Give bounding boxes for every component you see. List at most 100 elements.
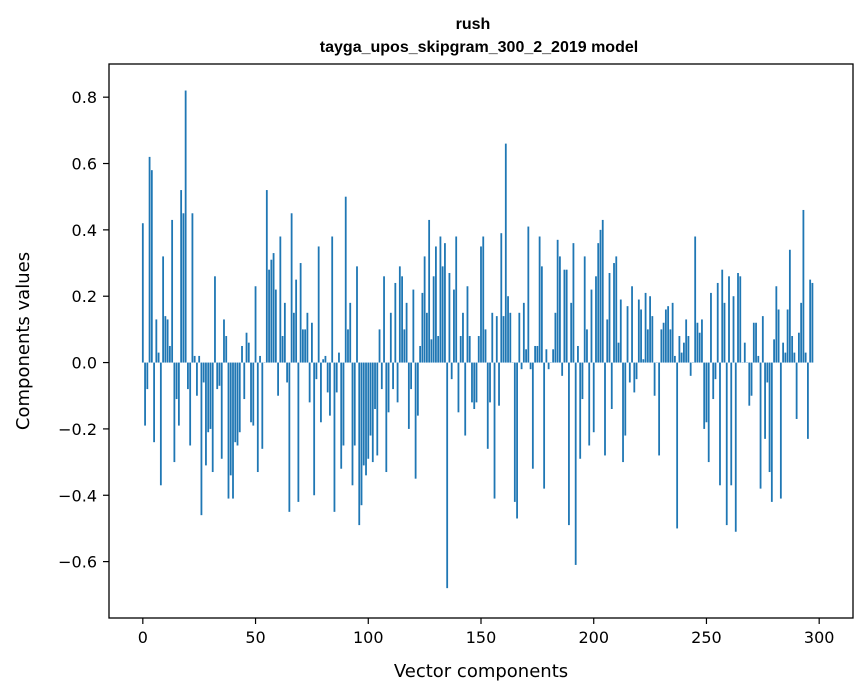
bar bbox=[673, 355, 676, 363]
bar bbox=[153, 362, 155, 443]
bar bbox=[383, 276, 385, 363]
bar bbox=[574, 362, 577, 565]
bar bbox=[619, 299, 622, 363]
bar bbox=[509, 312, 512, 363]
bar bbox=[579, 362, 582, 459]
y-tick-label: 0.8 bbox=[72, 88, 97, 107]
bar bbox=[646, 329, 649, 363]
bar bbox=[604, 362, 606, 456]
bar bbox=[477, 336, 480, 363]
x-tick-label: 0 bbox=[138, 628, 148, 647]
bar bbox=[631, 286, 633, 363]
bar bbox=[667, 306, 670, 363]
bar bbox=[712, 362, 715, 400]
bar bbox=[696, 322, 699, 363]
bar bbox=[225, 336, 228, 363]
x-axis-label: Vector components bbox=[394, 661, 568, 682]
bar bbox=[782, 342, 785, 363]
bar bbox=[671, 302, 674, 363]
bar bbox=[464, 362, 467, 436]
bar bbox=[793, 352, 796, 363]
bar bbox=[502, 316, 505, 363]
bar bbox=[770, 362, 773, 502]
bar bbox=[759, 362, 762, 489]
bar bbox=[457, 362, 460, 413]
bar bbox=[685, 319, 688, 363]
bar bbox=[664, 309, 667, 363]
bar bbox=[410, 362, 413, 390]
bar bbox=[662, 322, 665, 363]
bar bbox=[342, 362, 345, 446]
bar bbox=[484, 329, 487, 363]
bar bbox=[333, 362, 336, 512]
bar bbox=[193, 355, 196, 363]
bar bbox=[491, 312, 494, 363]
x-tick-label: 300 bbox=[804, 628, 835, 647]
bar bbox=[525, 349, 527, 363]
bar bbox=[701, 319, 703, 363]
y-tick-label: 0.0 bbox=[72, 354, 97, 373]
bar bbox=[421, 292, 424, 363]
bar bbox=[543, 362, 546, 489]
bar bbox=[561, 362, 564, 376]
bar bbox=[365, 362, 367, 476]
bar bbox=[683, 342, 685, 363]
bar bbox=[389, 312, 392, 363]
bar bbox=[459, 336, 462, 363]
bar bbox=[241, 345, 243, 363]
bar bbox=[522, 302, 525, 363]
bar bbox=[534, 345, 537, 363]
bar bbox=[189, 362, 192, 446]
bar bbox=[446, 362, 449, 589]
bar bbox=[642, 359, 645, 363]
bar bbox=[279, 236, 282, 363]
bar bbox=[809, 279, 812, 363]
bar bbox=[281, 336, 284, 363]
bar bbox=[437, 336, 440, 363]
y-tick-label: 0.6 bbox=[72, 155, 97, 174]
bar bbox=[768, 362, 771, 473]
bar bbox=[755, 322, 757, 363]
bar bbox=[649, 296, 651, 363]
bar bbox=[211, 362, 214, 473]
bar bbox=[635, 362, 638, 380]
bar bbox=[450, 362, 453, 380]
bar bbox=[317, 246, 320, 363]
bar bbox=[331, 236, 334, 363]
bar bbox=[516, 362, 518, 519]
bar bbox=[761, 316, 764, 363]
x-tick-label: 250 bbox=[691, 628, 722, 647]
y-axis-label: Components values bbox=[13, 252, 34, 430]
bar bbox=[292, 312, 295, 363]
bar bbox=[601, 219, 604, 363]
bar bbox=[739, 276, 742, 363]
bar bbox=[247, 342, 250, 363]
bar bbox=[164, 316, 167, 363]
bar bbox=[811, 282, 814, 363]
bar bbox=[306, 312, 309, 363]
bar bbox=[556, 239, 559, 363]
bar bbox=[191, 213, 194, 363]
bar bbox=[624, 362, 627, 436]
bar bbox=[520, 362, 523, 370]
bar bbox=[786, 309, 789, 363]
bar bbox=[428, 219, 431, 363]
bar bbox=[448, 272, 451, 363]
bar bbox=[299, 263, 302, 363]
bar bbox=[583, 256, 586, 363]
bar bbox=[455, 236, 458, 363]
bar bbox=[633, 362, 636, 393]
bar bbox=[572, 243, 575, 363]
bar bbox=[737, 272, 739, 363]
bar bbox=[148, 156, 151, 363]
bar bbox=[209, 362, 212, 429]
y-tick-label: −0.4 bbox=[58, 486, 97, 505]
bar bbox=[486, 362, 489, 449]
bar bbox=[358, 362, 361, 526]
bar bbox=[243, 362, 246, 400]
bar bbox=[640, 309, 642, 363]
bar bbox=[554, 312, 557, 363]
bar bbox=[504, 143, 507, 363]
bar bbox=[734, 362, 737, 532]
